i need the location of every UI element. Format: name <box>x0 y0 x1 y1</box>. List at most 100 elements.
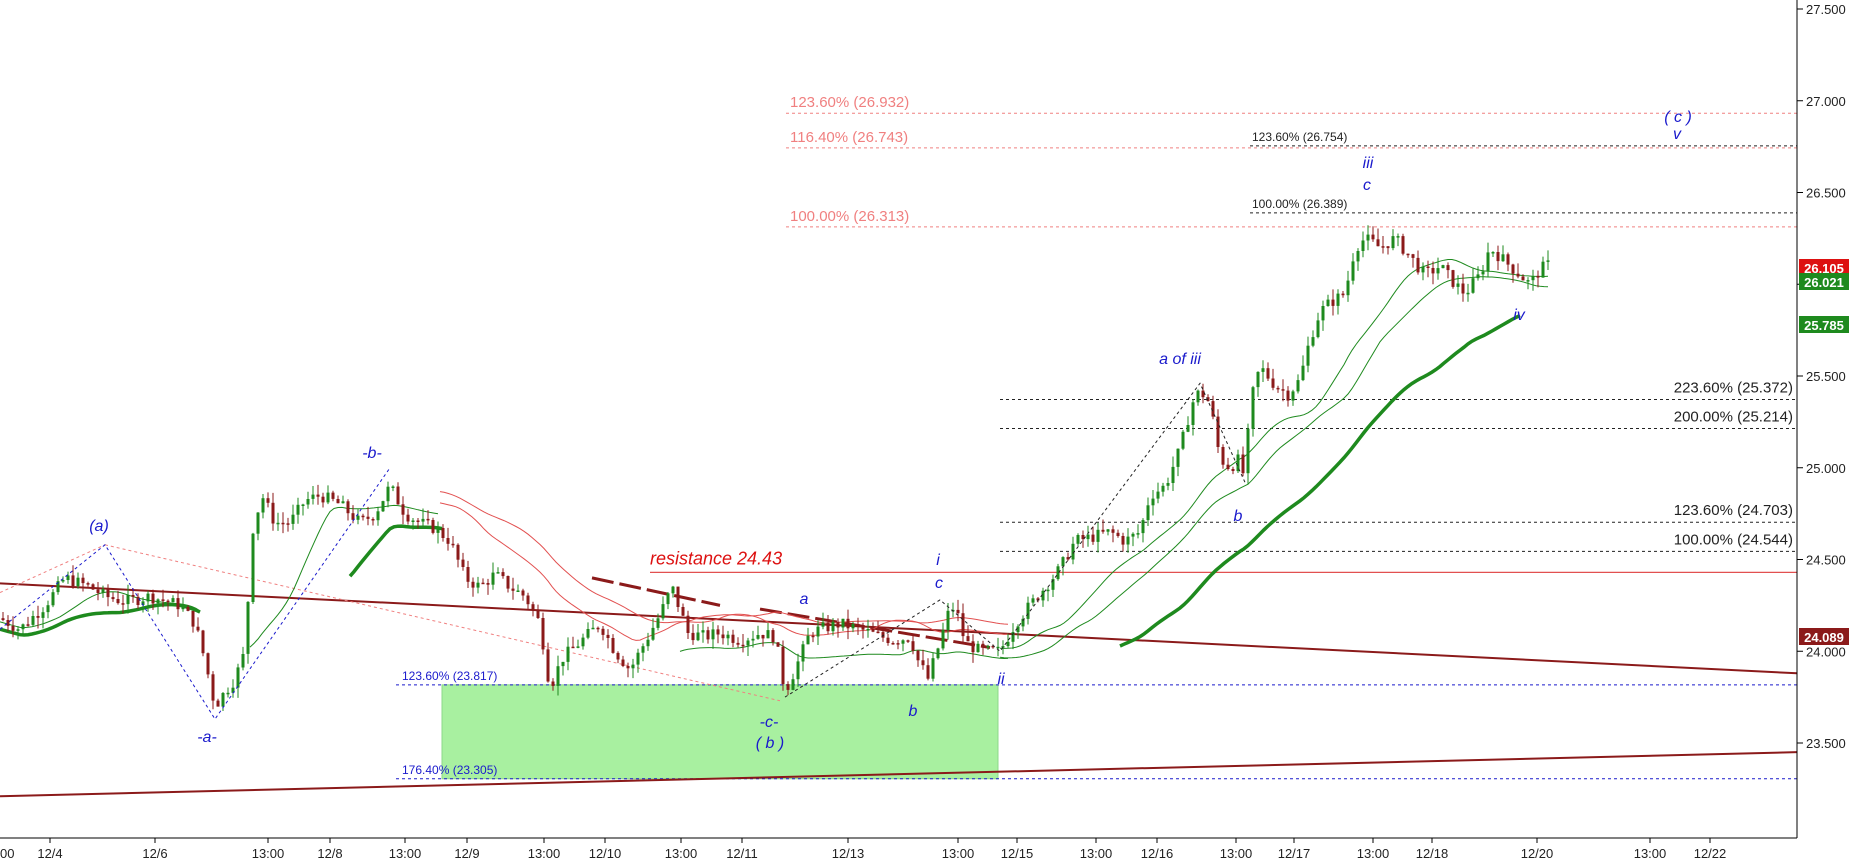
candle-body <box>1106 529 1110 532</box>
candle-body <box>36 616 40 618</box>
candle-body <box>196 626 200 631</box>
candle-body <box>896 643 900 645</box>
candle-body <box>906 640 910 642</box>
candle-body <box>1471 278 1475 293</box>
candle-body <box>1116 532 1120 536</box>
candle-body <box>481 582 485 585</box>
candle-body <box>296 504 300 515</box>
candle-body <box>151 593 155 604</box>
x-tick-label-11: 13:00 <box>942 846 975 861</box>
candle-body <box>566 646 570 662</box>
price-tag-3: 24.089 <box>1804 630 1844 645</box>
candle-body <box>456 544 460 560</box>
candle-body <box>236 667 240 688</box>
x-tick-label-15: 13:00 <box>1220 846 1253 861</box>
candle-body <box>861 626 865 630</box>
candle-body <box>1356 251 1360 262</box>
wave-label-7: i <box>936 552 940 569</box>
candle-body <box>246 601 250 654</box>
candle-body <box>786 684 790 690</box>
candle-body <box>736 642 740 645</box>
candle-body <box>1391 236 1395 249</box>
candle-body <box>1496 252 1500 262</box>
candle-body <box>121 603 125 605</box>
x-tick-label-10: 12/13 <box>832 846 865 861</box>
candle-body <box>1386 246 1390 249</box>
x-tick-label-partial: 00 <box>0 846 14 861</box>
candle-body <box>886 637 890 643</box>
wave-label-11: b <box>1234 508 1243 525</box>
candle-body <box>1071 543 1075 560</box>
candle-body <box>436 528 440 533</box>
candle-body <box>1086 534 1090 540</box>
candle-body <box>821 622 825 627</box>
y-tick-label-4: 25.500 <box>1806 369 1846 384</box>
lower-trendline <box>0 751 1798 798</box>
wave-label-0: (a) <box>89 518 109 535</box>
candle-body <box>116 599 120 604</box>
y-tick-label-1: 27.000 <box>1806 94 1846 109</box>
fib-label-upper-0: 123.60% (26.754) <box>1252 130 1347 144</box>
candle-body <box>871 629 875 632</box>
x-tick-label-6: 13:00 <box>528 846 561 861</box>
wave-label-1: -a- <box>197 729 217 746</box>
candle-body <box>1546 260 1550 262</box>
x-tick-label-4: 13:00 <box>389 846 422 861</box>
candle-body <box>546 649 550 682</box>
candle-body <box>366 516 370 519</box>
candle-body <box>636 652 640 665</box>
candle-body <box>926 665 930 679</box>
ma-green-thin-left <box>0 591 201 629</box>
x-tick-label-3: 12/8 <box>317 846 342 861</box>
candle-body <box>996 646 1000 649</box>
candle-body <box>516 590 520 592</box>
candle-body <box>1316 320 1320 338</box>
candle-body <box>1506 254 1510 265</box>
candle-body <box>1426 266 1430 268</box>
candle-body <box>1041 590 1045 601</box>
candle-body <box>1456 283 1460 287</box>
candle-body <box>666 593 670 605</box>
candle-body <box>796 661 800 680</box>
candle-body <box>471 581 475 588</box>
candle-body <box>186 607 190 611</box>
candle-body <box>661 604 665 619</box>
candle-body <box>1121 536 1125 545</box>
x-tick-label-1: 12/6 <box>142 846 167 861</box>
fib-label-mid-2: 123.60% (24.703) <box>1674 502 1793 519</box>
candle-body <box>696 632 700 641</box>
candle-body <box>631 664 635 669</box>
candle-body <box>881 632 885 638</box>
candle-body <box>1396 236 1400 238</box>
candle-body <box>371 519 375 521</box>
candle-body <box>486 583 490 585</box>
candle-body <box>1371 234 1375 240</box>
candle-body <box>51 592 55 606</box>
candle-body <box>656 618 660 628</box>
candle-body <box>691 632 695 641</box>
candle-body <box>21 624 25 630</box>
candle-body <box>331 492 335 499</box>
candle-body <box>586 629 590 638</box>
upper-trendline <box>0 582 1798 675</box>
candle-body <box>1221 447 1225 465</box>
candle-body <box>256 512 260 534</box>
ma-green-thin-right-2 <box>999 276 1549 659</box>
candle-body <box>771 630 775 643</box>
wave-label-5: a <box>800 591 809 608</box>
candle-body <box>1141 520 1145 534</box>
candle-body <box>1431 268 1435 274</box>
candle-body <box>521 590 525 596</box>
candle-body <box>876 631 880 634</box>
wave-label-3: -c- <box>760 714 779 731</box>
candle-body <box>841 618 845 628</box>
candle-body <box>81 577 85 584</box>
candle-body <box>411 520 415 522</box>
candle-body <box>1286 390 1290 401</box>
candle-body <box>911 641 915 651</box>
candle-body <box>1021 618 1025 627</box>
candle-body <box>1486 252 1490 272</box>
candle-body <box>1236 454 1240 472</box>
candle-body <box>716 629 720 635</box>
